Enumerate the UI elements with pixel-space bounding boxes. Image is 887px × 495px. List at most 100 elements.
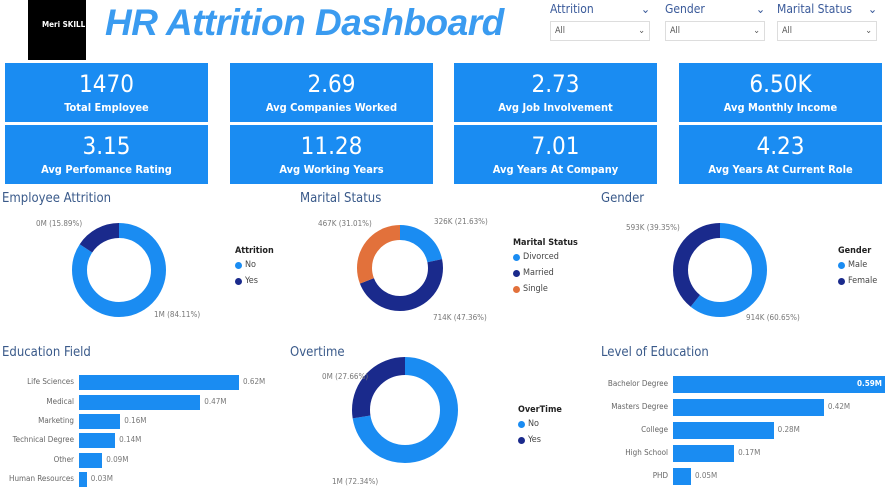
chart-title: Overtime (290, 345, 345, 360)
chart-title: Employee Attrition (2, 191, 112, 206)
donut-chart (673, 223, 767, 317)
kpi-label: Avg Companies Worked (265, 101, 398, 114)
slicer-dropdown[interactable]: All ⌄ (550, 21, 650, 41)
slicer-attrition[interactable]: Attrition ⌄ All ⌄ (550, 2, 650, 41)
chart-title: Gender (601, 191, 645, 206)
legend-dot-icon (518, 436, 525, 444)
donut-slice-married[interactable] (357, 225, 443, 311)
data-label: 0.28M (777, 425, 800, 434)
legend: OverTime No Yes (518, 405, 562, 451)
chevron-down-icon: ⌄ (638, 26, 645, 36)
logo: Meri SKILL (28, 0, 86, 60)
kpi-value: 4.23 (756, 132, 805, 160)
kpi-label: Avg Years At Company (492, 163, 619, 176)
legend-item[interactable]: Male (838, 260, 877, 270)
bar[interactable] (673, 444, 735, 462)
legend-title: Attrition (235, 246, 274, 256)
kpi-card: 1470 Total Employee (5, 63, 208, 122)
chevron-down-icon: ⌄ (753, 26, 760, 36)
legend: Marital Status Divorced Married Single (513, 238, 578, 300)
data-label: 467K (31.01%) (318, 219, 372, 228)
slicer-value: All (555, 26, 566, 36)
kpi-card: 4.23 Avg Years At Current Role (679, 125, 882, 184)
legend-label: Divorced (523, 252, 559, 262)
slicer-dropdown[interactable]: All ⌄ (777, 21, 877, 41)
bar[interactable] (673, 375, 885, 393)
chart-title: Level of Education (601, 345, 709, 360)
donut-chart (352, 357, 458, 463)
legend-item[interactable]: Single (513, 284, 578, 294)
kpi-label: Avg Job Involvement (498, 101, 613, 114)
bar[interactable] (79, 374, 239, 390)
legend-label: Yes (245, 276, 258, 286)
data-label: 0.09M (106, 455, 129, 464)
bar[interactable] (79, 471, 87, 487)
bar[interactable] (79, 452, 103, 468)
chart-title: Marital Status (300, 191, 382, 206)
legend-item[interactable]: Divorced (513, 252, 578, 262)
bar[interactable] (79, 394, 201, 410)
data-label: 1M (84.11%) (154, 310, 201, 319)
slicer-marital-status[interactable]: Marital Status ⌄ All ⌄ (777, 2, 877, 41)
legend-dot-icon (235, 277, 242, 285)
bar[interactable] (673, 398, 824, 416)
bar[interactable] (79, 432, 116, 448)
bar[interactable] (673, 467, 691, 485)
category-label: Medical (46, 397, 74, 406)
chevron-down-icon: ⌄ (867, 2, 877, 16)
data-label: 0.59M (857, 379, 882, 388)
legend: Gender Male Female (838, 246, 877, 292)
data-label: 0.14M (119, 435, 142, 444)
kpi-value: 11.28 (300, 132, 363, 160)
category-label: Human Resources (9, 474, 74, 483)
legend-item[interactable]: Female (838, 276, 877, 286)
slicer-dropdown[interactable]: All ⌄ (665, 21, 765, 41)
kpi-label: Total Employee (64, 101, 149, 114)
legend-label: No (245, 260, 257, 270)
chevron-down-icon: ⌄ (865, 26, 872, 36)
bar[interactable] (79, 413, 121, 429)
legend-item[interactable]: No (518, 419, 562, 429)
donut-slice-yes[interactable] (72, 223, 166, 317)
legend-title: OverTime (518, 405, 562, 415)
legend-label: Yes (528, 435, 541, 445)
kpi-value: 1470 (79, 70, 134, 98)
legend-label: Male (848, 260, 868, 270)
data-label: 593K (39.35%) (626, 223, 680, 232)
donut-chart (72, 223, 166, 317)
legend: Attrition No Yes (235, 246, 274, 292)
slicer-value: All (670, 26, 681, 36)
kpi-card: 3.15 Avg Perfomance Rating (5, 125, 208, 184)
legend-label: Female (848, 276, 878, 286)
kpi-card: 2.69 Avg Companies Worked (230, 63, 433, 122)
kpi-label: Avg Working Years (279, 163, 384, 176)
donut-slice-yes[interactable] (352, 357, 458, 463)
data-label: 326K (21.63%) (434, 217, 488, 226)
legend-dot-icon (518, 420, 525, 428)
category-label: Technical Degree (12, 435, 74, 444)
chart-title: Education Field (2, 345, 91, 360)
legend-item[interactable]: Married (513, 268, 578, 278)
donut-slice-female[interactable] (673, 223, 767, 317)
legend-item[interactable]: Yes (235, 276, 274, 286)
slicer-gender[interactable]: Gender ⌄ All ⌄ (665, 2, 765, 41)
data-label: 0.17M (738, 448, 761, 457)
category-label: Masters Degree (611, 402, 668, 411)
legend-item[interactable]: No (235, 260, 274, 270)
kpi-card: 7.01 Avg Years At Company (454, 125, 657, 184)
category-label: High School (625, 448, 668, 457)
data-label: 1M (72.34%) (332, 477, 379, 486)
bar[interactable] (673, 421, 774, 439)
kpi-value: 2.69 (307, 70, 356, 98)
kpi-value: 7.01 (531, 132, 580, 160)
kpi-card: 11.28 Avg Working Years (230, 125, 433, 184)
donut-slice-single[interactable] (357, 225, 443, 311)
legend-dot-icon (513, 253, 520, 261)
legend-item[interactable]: Yes (518, 435, 562, 445)
kpi-card: 6.50K Avg Monthly Income (679, 63, 882, 122)
legend-label: Married (523, 268, 554, 278)
category-label: Bachelor Degree (607, 379, 668, 388)
kpi-label: Avg Perfomance Rating (41, 163, 172, 176)
data-label: 0M (27.66%) (322, 372, 369, 381)
category-label: Life Sciences (27, 377, 74, 386)
